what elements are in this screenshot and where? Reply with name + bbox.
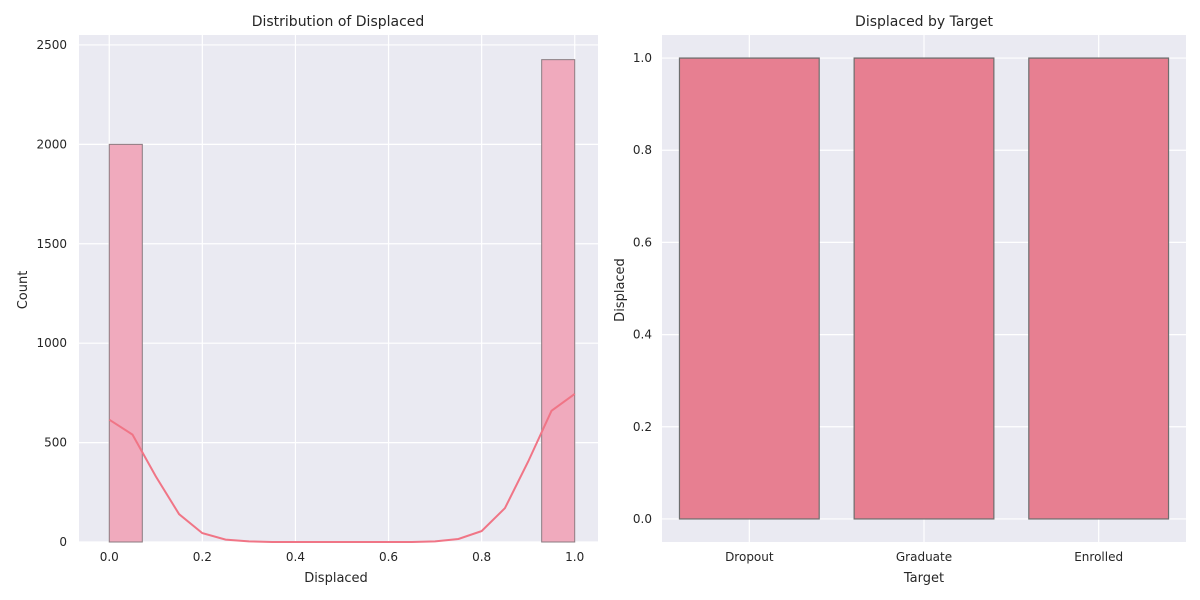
histogram-y-tick-label: 0 xyxy=(59,535,67,549)
histogram-x-tick-label: 0.0 xyxy=(100,550,119,564)
histogram-title: Distribution of Displaced xyxy=(252,14,425,30)
histogram-y-label: Count xyxy=(16,271,31,310)
histogram-x-tick-label: 0.6 xyxy=(379,550,398,564)
histogram-plot-area xyxy=(79,35,598,542)
boxplot-boxes xyxy=(678,57,1170,520)
boxplot-y-tick-label: 0.0 xyxy=(633,512,652,526)
boxplot-y-tick-label: 0.8 xyxy=(633,143,652,157)
boxplot-x-label: Target xyxy=(903,571,944,586)
histogram-bars xyxy=(108,59,576,543)
histogram-x-tick-label: 1.0 xyxy=(565,550,584,564)
histogram-y-tick-label: 500 xyxy=(44,436,67,450)
histogram-x-tick-label: 0.2 xyxy=(193,550,212,564)
histogram-x-tick-label: 0.4 xyxy=(286,550,305,564)
boxplot-x-ticks: Dropout Graduate Enrolled xyxy=(725,550,1123,564)
histogram-y-tick-label: 1500 xyxy=(36,237,67,251)
boxplot-y-label: Displaced xyxy=(613,258,628,322)
boxplot-title: Displaced by Target xyxy=(855,14,993,30)
boxplot-box-dropout xyxy=(678,57,820,520)
boxplot-y-tick-label: 0.4 xyxy=(633,328,652,342)
boxplot-y-tick-label: 1.0 xyxy=(633,51,652,65)
histogram-x-label: Displaced xyxy=(304,571,368,586)
boxplot-box-graduate xyxy=(853,57,995,520)
histogram-y-ticks: 0 500 1000 1500 2000 2500 xyxy=(36,38,67,549)
histogram-x-ticks: 0.0 0.2 0.4 0.6 0.8 1.0 xyxy=(100,550,585,564)
boxplot-box-enrolled xyxy=(1028,57,1170,520)
histogram-bar xyxy=(108,143,143,543)
histogram-kde-line xyxy=(108,393,576,543)
histogram-y-tick-label: 2000 xyxy=(36,137,67,151)
histogram-y-tick-label: 1000 xyxy=(36,336,67,350)
boxplot-x-tick-label: Enrolled xyxy=(1074,550,1123,564)
boxplot-y-tick-label: 0.2 xyxy=(633,420,652,434)
boxplot-y-tick-label: 0.6 xyxy=(633,235,652,249)
boxplot-panel: Dropout Graduate Enrolled 0.0 0.2 0.4 0.6 0.8 1… xyxy=(613,14,1186,586)
histogram-y-tick-label: 2500 xyxy=(36,38,67,52)
histogram-bar xyxy=(541,59,576,543)
boxplot-y-ticks: 0.0 0.2 0.4 0.6 0.8 1.0 xyxy=(633,51,652,526)
boxplot-x-tick-label: Graduate xyxy=(896,550,952,564)
histogram-x-tick-label: 0.8 xyxy=(472,550,491,564)
boxplot-x-tick-label: Dropout xyxy=(725,550,774,564)
histogram-panel: 0.0 0.2 0.4 0.6 0.8 1.0 05001000150020002500 … xyxy=(16,14,598,586)
